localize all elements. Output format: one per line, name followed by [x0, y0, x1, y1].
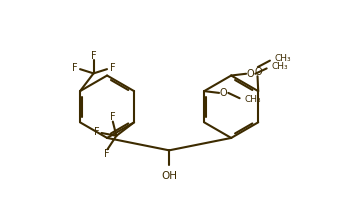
Text: F: F — [94, 127, 99, 137]
Text: O: O — [220, 88, 227, 98]
Text: OH: OH — [161, 171, 177, 181]
Text: F: F — [110, 63, 115, 73]
Text: O: O — [247, 69, 255, 79]
Text: CH₃: CH₃ — [272, 62, 288, 71]
Text: F: F — [110, 112, 116, 122]
Text: CH₃: CH₃ — [274, 54, 291, 63]
Text: O: O — [254, 67, 262, 77]
Text: F: F — [104, 149, 109, 159]
Text: F: F — [91, 51, 96, 61]
Text: F: F — [72, 63, 78, 73]
Text: CH₃: CH₃ — [245, 95, 261, 105]
